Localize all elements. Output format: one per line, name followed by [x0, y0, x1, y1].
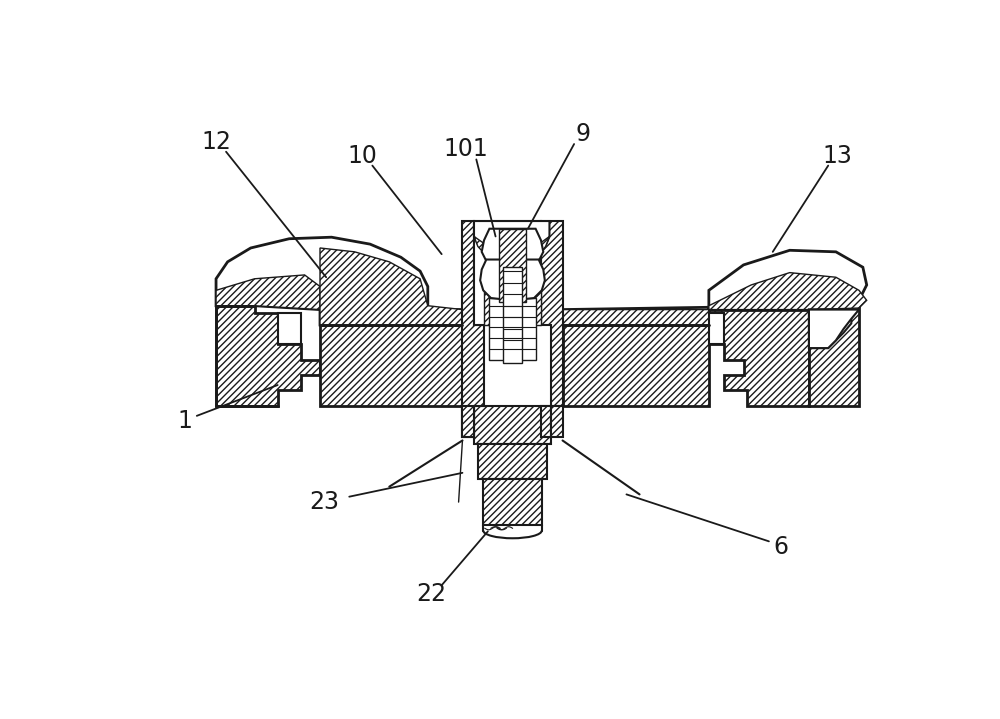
Text: 22: 22 [417, 582, 447, 607]
Polygon shape [216, 237, 462, 325]
Polygon shape [482, 229, 543, 267]
Polygon shape [551, 406, 563, 436]
Polygon shape [512, 237, 549, 263]
Polygon shape [489, 298, 536, 360]
Polygon shape [709, 310, 809, 406]
Polygon shape [563, 325, 709, 406]
Polygon shape [483, 479, 542, 525]
Text: 6: 6 [773, 535, 788, 559]
Polygon shape [809, 306, 859, 406]
Polygon shape [320, 325, 462, 406]
Text: 13: 13 [823, 144, 852, 168]
Polygon shape [563, 273, 867, 325]
Polygon shape [809, 310, 859, 348]
Polygon shape [484, 290, 541, 325]
Polygon shape [480, 260, 545, 301]
Text: 23: 23 [309, 490, 339, 514]
Polygon shape [809, 310, 859, 348]
Polygon shape [563, 250, 867, 325]
Polygon shape [541, 221, 563, 436]
Polygon shape [216, 306, 320, 406]
Text: 1: 1 [178, 409, 193, 434]
Polygon shape [474, 221, 541, 325]
Text: 12: 12 [201, 129, 231, 154]
Polygon shape [278, 313, 301, 344]
Polygon shape [478, 444, 547, 479]
Text: 101: 101 [444, 137, 489, 162]
Polygon shape [320, 248, 462, 325]
Text: 9: 9 [576, 122, 591, 146]
Polygon shape [462, 221, 484, 436]
Polygon shape [499, 229, 526, 302]
Polygon shape [474, 406, 551, 444]
Polygon shape [474, 221, 549, 263]
Polygon shape [709, 313, 724, 344]
Polygon shape [216, 275, 320, 310]
Polygon shape [462, 406, 474, 436]
Text: 10: 10 [347, 144, 377, 168]
Polygon shape [474, 237, 512, 263]
Polygon shape [503, 267, 522, 364]
